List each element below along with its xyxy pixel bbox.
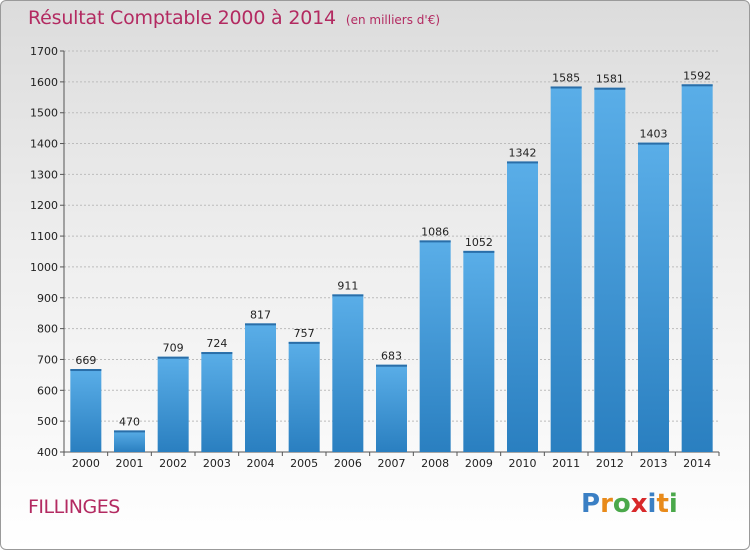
bar <box>201 352 233 452</box>
x-tick-label: 2009 <box>465 457 493 470</box>
logo-letter: t <box>656 489 669 519</box>
bar <box>376 364 407 452</box>
bar-value-label: 757 <box>294 327 315 340</box>
data-labels: 669 470 709 724 817 757 911 683 1086 1052 1342 1585… <box>75 69 711 428</box>
bar <box>332 294 364 452</box>
y-tick-label: 600 <box>37 384 58 397</box>
bar-value-label: 1581 <box>596 73 624 86</box>
x-tick-label: 2001 <box>116 457 144 470</box>
bar <box>157 356 189 452</box>
chart-title: Résultat Comptable 2000 à 2014 <box>28 7 336 29</box>
y-tick-label: 1100 <box>30 230 58 243</box>
x-tick-label: 2014 <box>683 457 711 470</box>
bar-value-label: 1052 <box>465 236 493 249</box>
y-tick-label: 1300 <box>30 168 58 181</box>
y-tick-label: 800 <box>37 323 58 336</box>
x-tick-label: 2002 <box>159 457 187 470</box>
logo-letter: P <box>581 489 601 519</box>
bar-top-edge <box>376 364 407 367</box>
logo-letter: o <box>612 489 631 519</box>
bar <box>114 430 145 452</box>
logo-letter: r <box>600 489 613 519</box>
logo-letter: x <box>630 489 648 519</box>
x-tick-label: 2013 <box>640 457 668 470</box>
bars <box>70 84 713 453</box>
y-tick-label: 1600 <box>30 76 58 89</box>
bar <box>70 369 102 452</box>
bar <box>681 84 713 452</box>
bar-top-edge <box>550 86 582 89</box>
y-tick-label: 700 <box>37 353 58 366</box>
bar-value-label: 911 <box>337 279 358 292</box>
bar-top-edge <box>463 250 495 253</box>
x-tick-label: 2004 <box>247 457 275 470</box>
bar-value-label: 470 <box>119 415 140 428</box>
bar-top-edge <box>245 323 276 326</box>
bar <box>594 87 626 453</box>
bar <box>245 323 276 452</box>
logo-letter: i <box>647 489 657 519</box>
bar-top-edge <box>332 294 364 297</box>
bar-top-edge <box>638 142 669 145</box>
x-tick-label: 2006 <box>334 457 362 470</box>
bar-top-edge <box>419 240 451 243</box>
bar-top-edge <box>288 341 320 344</box>
bar-top-edge <box>681 84 713 87</box>
bar-value-label: 1403 <box>640 128 668 141</box>
x-tick-label: 2007 <box>378 457 406 470</box>
x-tick-label: 2012 <box>596 457 624 470</box>
chart-unit: (en milliers d'€) <box>345 13 441 27</box>
bar-top-edge <box>201 352 233 355</box>
y-tick-label: 1500 <box>30 107 58 120</box>
x-tick-label: 2005 <box>290 457 318 470</box>
bar-value-label: 1592 <box>683 69 711 82</box>
bar-value-label: 709 <box>163 342 184 355</box>
bar-value-label: 669 <box>75 354 96 367</box>
y-tick-label: 900 <box>37 292 58 305</box>
commune-name: FILLINGES <box>28 496 120 518</box>
bar-value-label: 1086 <box>421 225 449 238</box>
bar-top-edge <box>157 356 189 359</box>
bar <box>288 341 320 452</box>
y-tick-label: 400 <box>37 446 58 459</box>
y-tick-label: 1700 <box>30 45 58 58</box>
proxiti-logo: Proxiti <box>581 489 678 519</box>
bar-top-edge <box>507 161 538 164</box>
y-tick-label: 1200 <box>30 199 58 212</box>
x-tick-label: 2010 <box>509 457 537 470</box>
y-tick-label: 1000 <box>30 261 58 274</box>
bar-top-edge <box>594 87 626 90</box>
bar <box>550 86 582 452</box>
bar-value-label: 683 <box>381 350 402 363</box>
bar <box>638 142 669 452</box>
bar-top-edge <box>114 430 145 433</box>
bar <box>507 161 538 452</box>
x-tick-label: 2003 <box>203 457 231 470</box>
bar-value-label: 724 <box>206 337 227 350</box>
x-tick-label: 2011 <box>552 457 580 470</box>
y-tick-label: 1400 <box>30 138 58 151</box>
x-tick-label: 2000 <box>72 457 100 470</box>
chart-title-row: Résultat Comptable 2000 à 2014 (en millie… <box>28 7 440 29</box>
bar-value-label: 1585 <box>552 71 580 84</box>
bar-top-edge <box>70 369 102 372</box>
bar <box>419 240 451 452</box>
y-tick-label: 500 <box>37 415 58 428</box>
logo-letter: i <box>668 489 678 519</box>
bar-value-label: 1342 <box>509 146 537 159</box>
bar-value-label: 817 <box>250 308 271 321</box>
bar <box>463 250 495 452</box>
x-tick-label: 2008 <box>421 457 449 470</box>
